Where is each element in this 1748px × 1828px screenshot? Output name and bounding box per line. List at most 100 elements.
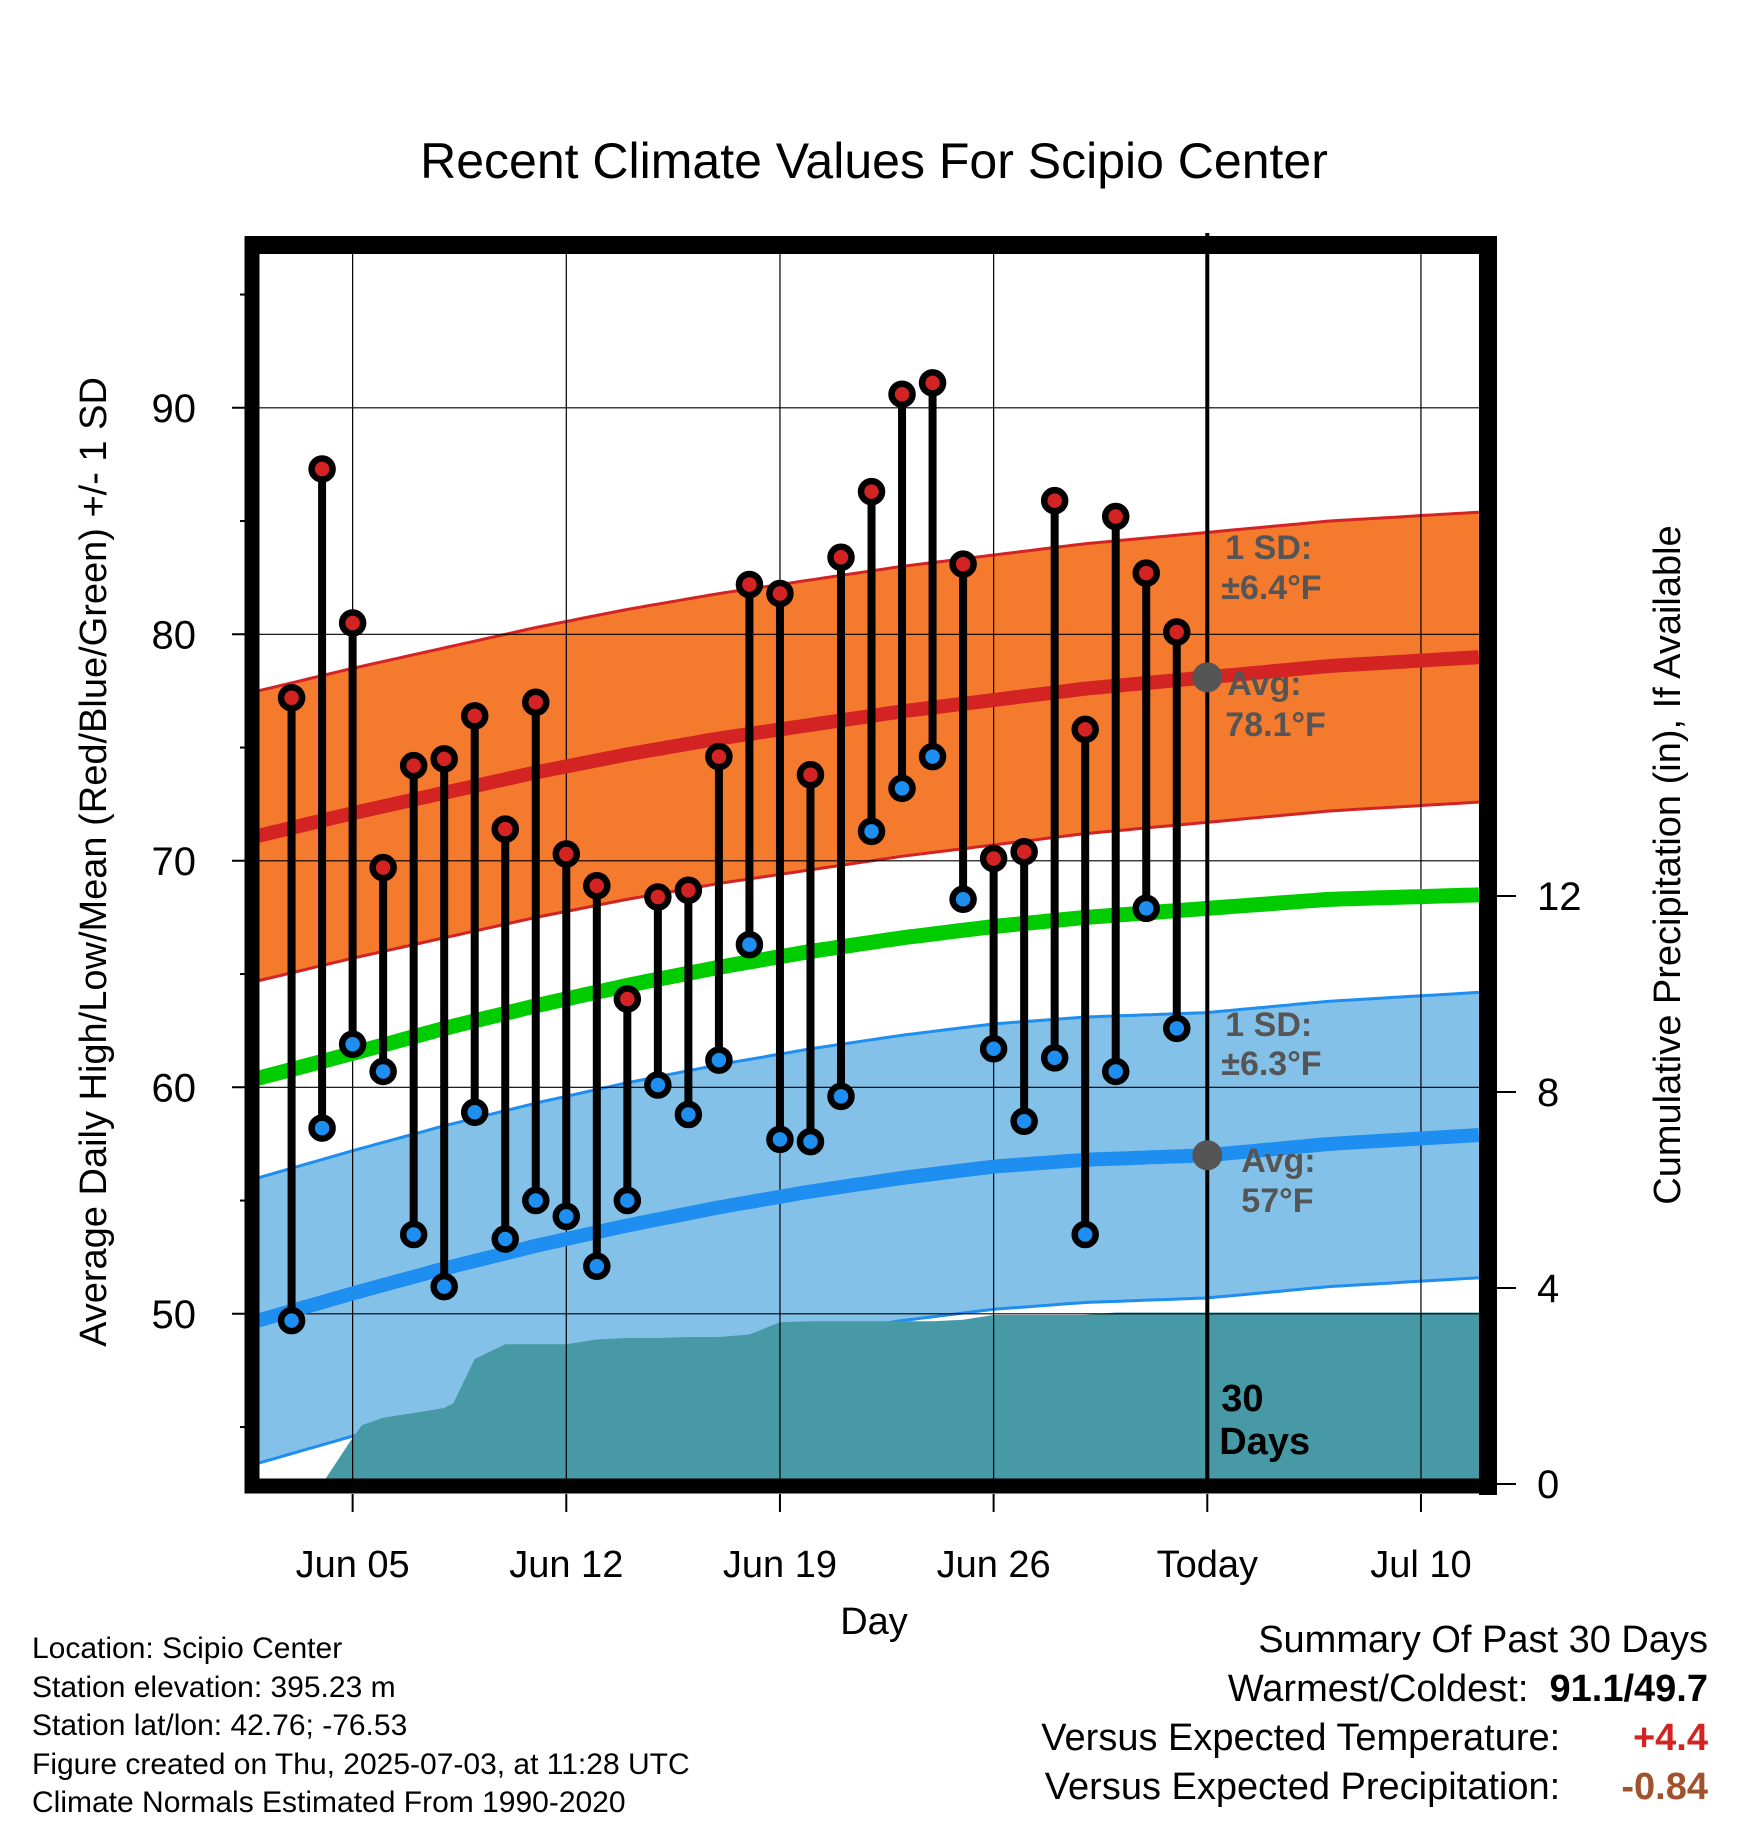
y2-tick-label: 0	[1537, 1463, 1559, 1507]
obs-high-point	[277, 683, 306, 712]
obs-high-point	[369, 853, 397, 882]
obs-low-point	[644, 1071, 672, 1099]
obs-high-point	[308, 455, 336, 483]
high-sd-label: 1 SD:	[1225, 529, 1312, 567]
y-tick-label: 80	[152, 613, 197, 657]
high-sd-value: ±6.4°F	[1221, 569, 1321, 607]
obs-low-point	[857, 817, 886, 846]
obs-low-point	[888, 774, 916, 803]
plot-frame	[244, 236, 1497, 1495]
high-avg-value: 78.1°F	[1225, 706, 1326, 744]
summary-panel: Summary Of Past 30 Days Warmest/Coldest:…	[1041, 1616, 1708, 1812]
obs-low-point	[1163, 1014, 1191, 1043]
obs-high-point	[949, 550, 977, 578]
warm-cold-value: 91.1/49.7	[1549, 1668, 1708, 1710]
observed-temperatures	[277, 369, 1191, 1335]
obs-high-point	[796, 760, 825, 789]
today-high-avg-marker	[1192, 662, 1223, 693]
obs-low-point	[1010, 1107, 1038, 1136]
precip-fill	[322, 1312, 1482, 1480]
obs-high-point	[522, 688, 550, 716]
low-avg-value: 57°F	[1241, 1182, 1313, 1220]
created-text: Figure created on Thu, 2025-07-03, at 11…	[32, 1747, 690, 1781]
obs-high-point	[1010, 837, 1038, 866]
y-tick-label: 60	[152, 1066, 197, 1110]
x-tick-label: Jul 10	[1370, 1544, 1471, 1586]
obs-high-point	[1071, 715, 1099, 744]
x-tick-label: Today	[1157, 1544, 1258, 1586]
x-tick-label: Jun 05	[296, 1544, 410, 1586]
low-sd-label: 1 SD:	[1225, 1006, 1312, 1044]
x-tick-label: Jun 12	[509, 1544, 623, 1586]
obs-high-point	[460, 702, 489, 730]
obs-low-point	[1071, 1220, 1099, 1249]
obs-low-point	[369, 1057, 397, 1086]
low-avg-label: Avg:	[1241, 1142, 1315, 1180]
window-days-label: Days	[1219, 1421, 1310, 1463]
temp-value: +4.4	[1632, 1717, 1708, 1759]
obs-low-point	[430, 1272, 458, 1301]
temp-label: Versus Expected Temperature:	[1041, 1717, 1561, 1759]
obs-low-point	[399, 1220, 428, 1249]
obs-high-point	[827, 543, 855, 572]
station-info: Location: Scipio Center Station elevatio…	[32, 1630, 690, 1823]
window-days-number: 30	[1221, 1378, 1263, 1420]
mean-avg-line	[258, 887, 1480, 1086]
precip-value: -0.84	[1621, 1766, 1708, 1808]
precipitation-area	[322, 1312, 1482, 1480]
warm-cold-row: Warmest/Coldest: 91.1/49.7	[1041, 1665, 1708, 1714]
obs-high-point	[338, 609, 367, 637]
y2-axis-title: Cumulative Precipitation (in), If Availa…	[1647, 525, 1689, 1204]
obs-low-point	[552, 1202, 581, 1231]
high-avg-label: Avg:	[1227, 665, 1301, 703]
warm-cold-label: Warmest/Coldest:	[1227, 1668, 1529, 1710]
obs-high-point	[552, 840, 581, 868]
obs-low-point	[277, 1306, 306, 1335]
elevation-text: Station elevation: 395.23 m	[32, 1670, 396, 1704]
x-tick-label: Jun 26	[937, 1544, 1051, 1586]
obs-low-point	[1101, 1057, 1130, 1086]
obs-high-point	[1040, 486, 1069, 515]
obs-high-point	[1101, 502, 1130, 531]
obs-low-point	[1132, 894, 1160, 923]
obs-low-point	[979, 1035, 1008, 1063]
obs-low-point	[827, 1082, 855, 1111]
obs-high-point	[430, 745, 458, 773]
obs-high-point	[705, 742, 733, 771]
x-tick-label: Jun 19	[723, 1544, 837, 1586]
obs-high-point	[491, 815, 519, 843]
obs-low-point	[460, 1098, 489, 1126]
axes: 50 60 70 80 90 0 4 8 12 Jun 05 Jun 12 Jun 19 Jun 26 T…	[73, 293, 1689, 1643]
obs-low-point	[918, 742, 947, 771]
obs-low-point	[674, 1100, 703, 1129]
normals-text: Climate Normals Estimated From 1990-2020	[32, 1786, 626, 1819]
today-low-avg-marker	[1192, 1140, 1223, 1171]
y-tick-label: 90	[152, 387, 197, 431]
obs-low-point	[735, 930, 764, 959]
obs-low-point	[705, 1046, 733, 1074]
obs-high-point	[735, 570, 764, 599]
obs-low-point	[522, 1186, 550, 1215]
obs-low-point	[613, 1186, 642, 1215]
low-sd-upper-edge	[258, 990, 1479, 1180]
obs-high-point	[888, 380, 916, 408]
obs-high-point	[674, 876, 703, 904]
chart-title: Recent Climate Values For Scipio Center	[420, 133, 1328, 189]
obs-low-point	[1040, 1044, 1069, 1072]
obs-high-point	[979, 844, 1008, 873]
temp-row: Versus Expected Temperature: +4.4	[1041, 1714, 1708, 1763]
latlon-text: Station lat/lon: 42.76; -76.53	[32, 1709, 408, 1742]
obs-high-point	[766, 579, 794, 608]
obs-low-point	[766, 1125, 794, 1154]
low-avg-line	[258, 1128, 1480, 1328]
low-sd-value: ±6.3°F	[1221, 1045, 1321, 1083]
obs-low-point	[796, 1127, 825, 1156]
obs-high-point	[1132, 559, 1160, 587]
y-tick-label: 50	[152, 1293, 197, 1337]
y-tick-label: 70	[152, 840, 197, 884]
precip-row: Versus Expected Precipitation: -0.84	[1041, 1763, 1708, 1812]
obs-high-point	[399, 751, 428, 780]
obs-low-point	[949, 885, 977, 914]
